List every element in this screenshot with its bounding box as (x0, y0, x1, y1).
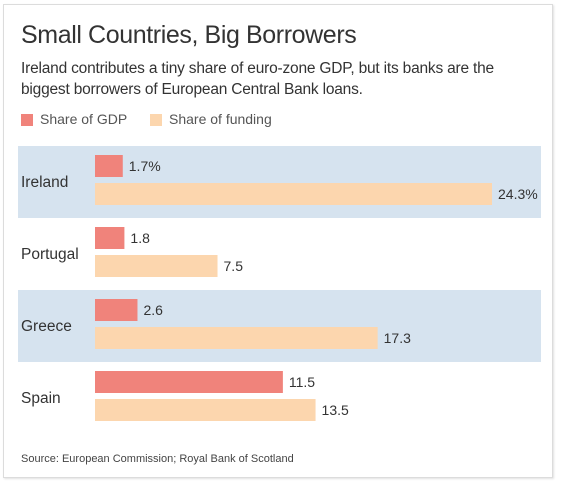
value-label-gdp-spain: 11.5 (289, 374, 315, 390)
bar-funding-ireland (95, 183, 492, 205)
chart-source: Source: European Commission; Royal Bank … (21, 453, 294, 465)
bar-gdp-greece (95, 299, 138, 321)
value-label-gdp-portugal: 1.8 (130, 230, 150, 246)
category-label-portugal: Portugal (21, 246, 79, 263)
bar-funding-greece (95, 327, 378, 349)
category-label-greece: Greece (21, 318, 72, 335)
bar-gdp-spain (95, 371, 283, 393)
chart-title: Small Countries, Big Borrowers (21, 21, 357, 49)
bar-funding-spain (95, 399, 316, 421)
bar-funding-portugal (95, 255, 218, 277)
bar-chart: Ireland 1.7% 24.3% Portugal 1.8 7.5 Greece 2.6 1… (18, 146, 541, 421)
value-label-funding-spain: 13.5 (322, 402, 349, 418)
value-label-gdp-greece: 2.6 (143, 302, 163, 318)
value-label-funding-portugal: 7.5 (224, 258, 244, 274)
bar-gdp-ireland (95, 155, 123, 177)
legend-swatch-funding (150, 114, 162, 126)
legend-label-gdp: Share of GDP (40, 111, 128, 127)
category-label-ireland: Ireland (21, 174, 68, 191)
legend-label-funding: Share of funding (169, 111, 272, 127)
chart-subtitle: Ireland contributes a tiny share of euro… (21, 60, 494, 98)
value-label-funding-greece: 17.3 (384, 330, 411, 346)
bar-gdp-portugal (95, 227, 125, 249)
legend-swatch-gdp (21, 114, 33, 126)
chart-panel: Small Countries, Big Borrowers Ireland c… (3, 4, 553, 478)
value-label-funding-ireland: 24.3% (498, 186, 538, 202)
value-label-gdp-ireland: 1.7% (129, 158, 161, 174)
category-label-spain: Spain (21, 390, 61, 407)
